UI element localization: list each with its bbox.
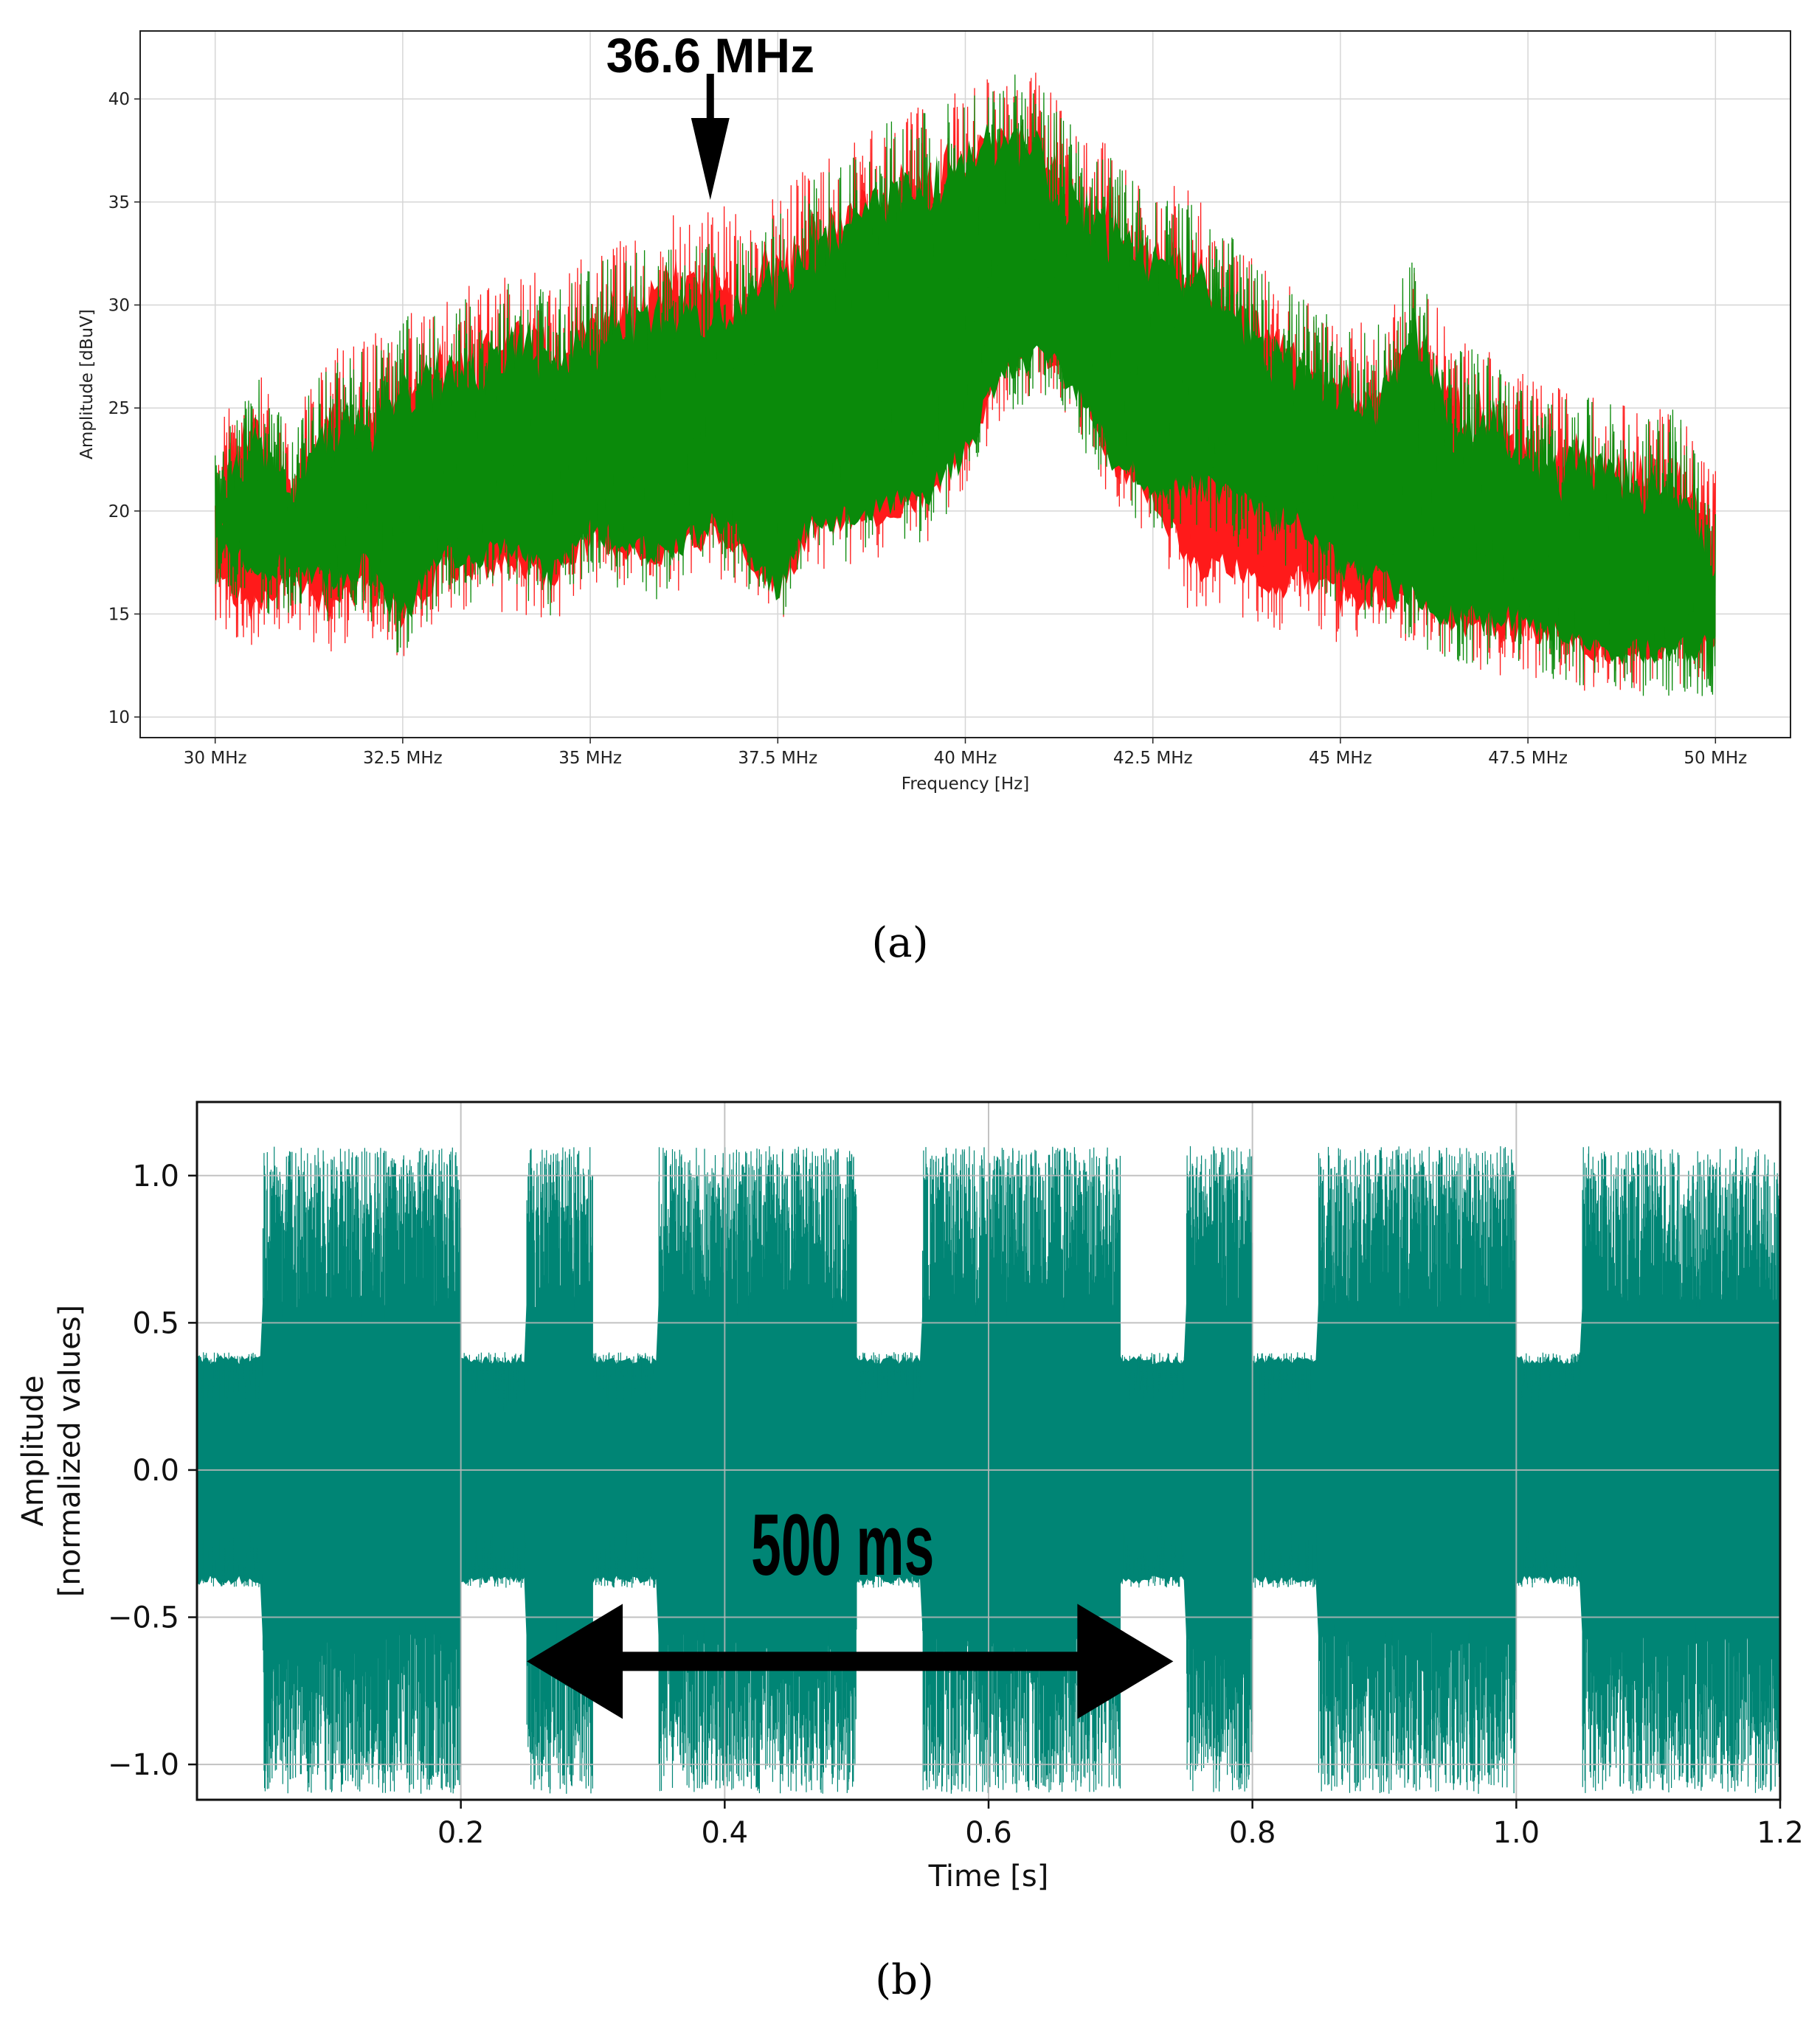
- panel-b-caption: (b): [875, 1956, 934, 2004]
- panel-b-x-tick-label: 1.2: [1757, 1816, 1804, 1850]
- peak-arrow-icon: [691, 74, 730, 201]
- panel-b-y-tick-label: 0.5: [132, 1306, 179, 1340]
- panel-a-x-ticks: 30 MHz 32.5 MHz 35 MHz 37.5 MHz 40 MHz 42.5 M…: [184, 738, 1747, 768]
- panel-a-peak-annotation: 36.6 MHz: [606, 28, 814, 201]
- panel-b-y-tick-label: 0.0: [132, 1454, 179, 1488]
- panel-a-y-tick-label: 20: [108, 502, 130, 521]
- panel-a-frequency-spectrum: 30 MHz 32.5 MHz 35 MHz 37.5 MHz 40 MHz 42.5 M…: [77, 28, 1791, 967]
- panel-b-y-axis-label-line2: [normalized values]: [53, 1305, 87, 1597]
- panel-a-y-tick-label: 40: [108, 90, 130, 109]
- panel-a-y-tick-label: 30: [108, 296, 130, 315]
- panel-a-series-green-line: [215, 74, 1716, 696]
- panel-a-x-tick-label: 30 MHz: [184, 749, 247, 768]
- panel-b-y-tick-label: −1.0: [108, 1748, 179, 1782]
- panel-a-series-layer: [215, 72, 1716, 696]
- panel-b-x-tick-label: 0.4: [702, 1816, 749, 1850]
- panel-b-x-tick-label: 0.6: [965, 1816, 1012, 1850]
- panel-b-period-annotation: 500 ms: [527, 1496, 1174, 1719]
- panel-a-x-tick-label: 50 MHz: [1684, 749, 1747, 768]
- panel-a-y-axis-label: Amplitude [dBuV]: [77, 309, 97, 460]
- panel-a-y-tick-label: 10: [108, 708, 130, 727]
- panel-a-x-tick-label: 37.5 MHz: [738, 749, 817, 768]
- panel-a-caption: (a): [871, 919, 928, 967]
- panel-a-x-tick-label: 32.5 MHz: [363, 749, 443, 768]
- panel-b-x-ticks: 0.2 0.4 0.6 0.8 1.0 1.2: [437, 1800, 1804, 1850]
- panel-a-y-tick-label: 25: [108, 399, 130, 418]
- panel-a-x-tick-label: 40 MHz: [934, 749, 997, 768]
- panel-b-y-tick-label: −0.5: [108, 1601, 179, 1635]
- panel-b-y-tick-label: 1.0: [132, 1160, 179, 1193]
- panel-a-x-tick-label: 35 MHz: [558, 749, 622, 768]
- panel-b-y-ticks: 1.0 0.5 0.0 −0.5 −1.0: [108, 1160, 197, 1782]
- panel-b-x-tick-label: 0.2: [437, 1816, 485, 1850]
- period-label: 500 ms: [751, 1496, 934, 1593]
- panel-a-y-ticks: 10 15 20 25 30 35 40: [108, 90, 140, 727]
- panel-b-x-tick-label: 1.0: [1493, 1816, 1540, 1850]
- panel-a-y-tick-label: 35: [108, 193, 130, 212]
- panel-a-y-tick-label: 15: [108, 605, 130, 624]
- panel-a-x-tick-label: 47.5 MHz: [1488, 749, 1568, 768]
- panel-b-x-tick-label: 0.8: [1229, 1816, 1276, 1850]
- panel-b-y-axis-label-line1: Amplitude: [16, 1376, 50, 1527]
- panel-a-x-axis-label: Frequency [Hz]: [902, 774, 1029, 794]
- peak-frequency-label: 36.6 MHz: [606, 28, 814, 83]
- panel-b-x-axis-label: Time [s]: [928, 1860, 1049, 1893]
- panel-a-x-tick-label: 42.5 MHz: [1113, 749, 1193, 768]
- double-arrow-icon: [527, 1604, 1174, 1719]
- panel-b-time-signal: 0.2 0.4 0.6 0.8 1.0 1.2 1.0 0.5 0.0 −0.5 −1.0 Tim…: [16, 1101, 1804, 2004]
- panel-a-x-tick-label: 45 MHz: [1309, 749, 1372, 768]
